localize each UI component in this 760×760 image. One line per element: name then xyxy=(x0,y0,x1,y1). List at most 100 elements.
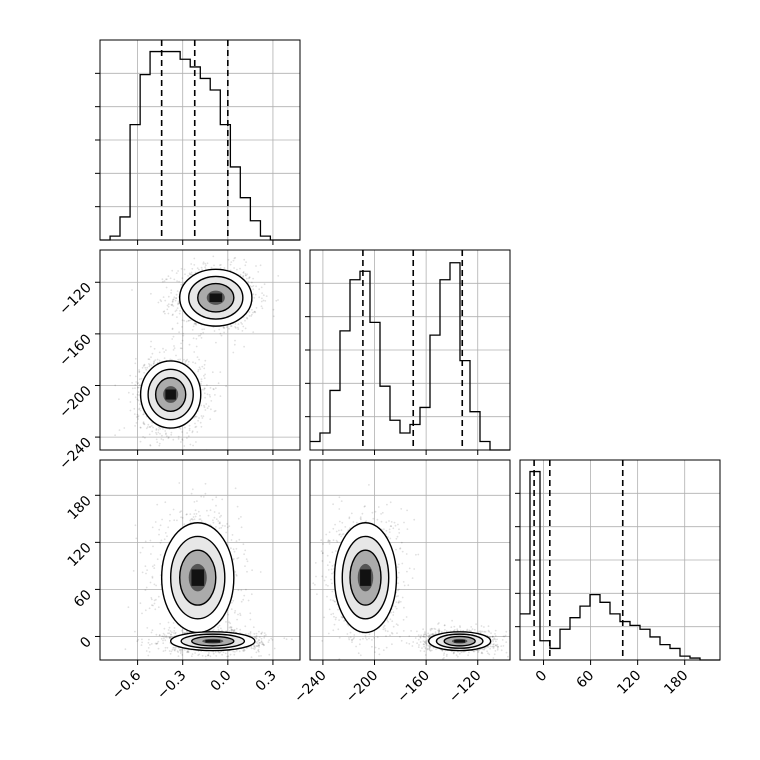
sample-point xyxy=(243,345,246,348)
sample-point xyxy=(164,649,167,652)
sample-point xyxy=(148,638,150,641)
sample-point xyxy=(152,363,155,365)
sample-point xyxy=(222,326,225,329)
sample-point xyxy=(215,496,218,499)
sample-point xyxy=(238,650,241,653)
contour-line xyxy=(147,368,194,421)
sample-point xyxy=(236,618,239,621)
sample-point xyxy=(143,413,145,415)
sample-point xyxy=(150,597,153,599)
sample-point xyxy=(181,438,184,440)
sample-point xyxy=(172,349,175,351)
sample-point xyxy=(188,343,191,346)
sample-point xyxy=(174,649,176,652)
sample-point xyxy=(192,516,195,518)
sample-point xyxy=(179,310,181,312)
sample-point xyxy=(180,510,183,513)
sample-point xyxy=(230,325,233,327)
sample-point xyxy=(185,320,188,323)
sample-point xyxy=(176,307,179,309)
sample-point xyxy=(163,310,166,313)
sample-point xyxy=(147,641,150,644)
sample-point xyxy=(234,571,237,573)
sample-point xyxy=(255,265,257,267)
sample-point xyxy=(148,607,151,610)
sample-point xyxy=(152,604,154,607)
sample-point xyxy=(174,299,177,302)
sample-point xyxy=(244,274,247,277)
sample-point xyxy=(233,628,236,631)
sample-point xyxy=(232,351,235,354)
sample-point xyxy=(231,629,234,632)
sample-point xyxy=(275,299,278,302)
sample-point xyxy=(251,313,253,316)
sample-point xyxy=(138,371,141,373)
sample-point xyxy=(161,434,163,437)
sample-point xyxy=(164,430,167,432)
panel-2-1 xyxy=(308,459,511,661)
sample-point xyxy=(212,255,215,258)
sample-point xyxy=(176,280,179,282)
sample-point xyxy=(255,634,258,637)
sample-point xyxy=(260,305,263,308)
sample-point xyxy=(168,650,171,652)
sample-point xyxy=(202,496,205,498)
sample-point xyxy=(260,640,263,643)
sample-point xyxy=(252,285,255,287)
sample-point xyxy=(195,345,198,348)
sample-point xyxy=(327,632,330,635)
sample-point xyxy=(145,586,148,589)
sample-point xyxy=(321,640,324,642)
sample-point xyxy=(262,294,265,297)
sample-point xyxy=(242,325,245,328)
sample-point xyxy=(189,443,192,446)
sample-point xyxy=(194,271,197,274)
sample-point xyxy=(233,257,236,260)
sample-point xyxy=(150,631,153,634)
sample-point xyxy=(260,632,263,635)
sample-point xyxy=(164,646,167,649)
sample-point xyxy=(308,567,310,569)
sample-point xyxy=(175,297,178,299)
sample-point xyxy=(229,622,232,625)
sample-point xyxy=(208,652,210,654)
sample-point xyxy=(277,299,279,301)
sample-point xyxy=(181,339,184,342)
sample-point xyxy=(217,628,220,631)
sample-point xyxy=(221,653,224,656)
sample-point xyxy=(188,429,191,432)
sample-point xyxy=(250,645,253,648)
sample-point xyxy=(262,643,264,645)
sample-point xyxy=(155,598,157,601)
sample-point xyxy=(220,627,222,630)
sample-point xyxy=(146,366,149,369)
sample-point xyxy=(153,360,156,363)
sample-point xyxy=(162,650,165,652)
sample-point xyxy=(186,650,189,653)
sample-point xyxy=(228,327,230,330)
sample-point xyxy=(136,413,139,416)
sample-point xyxy=(255,307,258,309)
sample-point xyxy=(170,650,173,653)
sample-point xyxy=(164,299,167,302)
sample-point xyxy=(247,632,250,635)
sample-point xyxy=(188,427,191,430)
sample-point xyxy=(246,317,249,320)
sample-point xyxy=(150,598,153,601)
sample-point xyxy=(223,331,226,334)
sample-point xyxy=(138,378,141,381)
sample-point xyxy=(123,427,126,429)
panel-1-0 xyxy=(99,249,301,451)
sample-point xyxy=(246,273,249,276)
sample-point xyxy=(220,514,223,517)
sample-point xyxy=(203,392,206,395)
sample-point xyxy=(213,511,216,513)
sample-point xyxy=(243,649,246,652)
sample-point xyxy=(181,431,184,433)
sample-point xyxy=(159,622,162,625)
sample-point xyxy=(124,648,127,651)
sample-point xyxy=(244,319,246,322)
sample-point xyxy=(226,526,229,529)
sample-point xyxy=(175,646,177,649)
sample-point xyxy=(180,283,183,286)
